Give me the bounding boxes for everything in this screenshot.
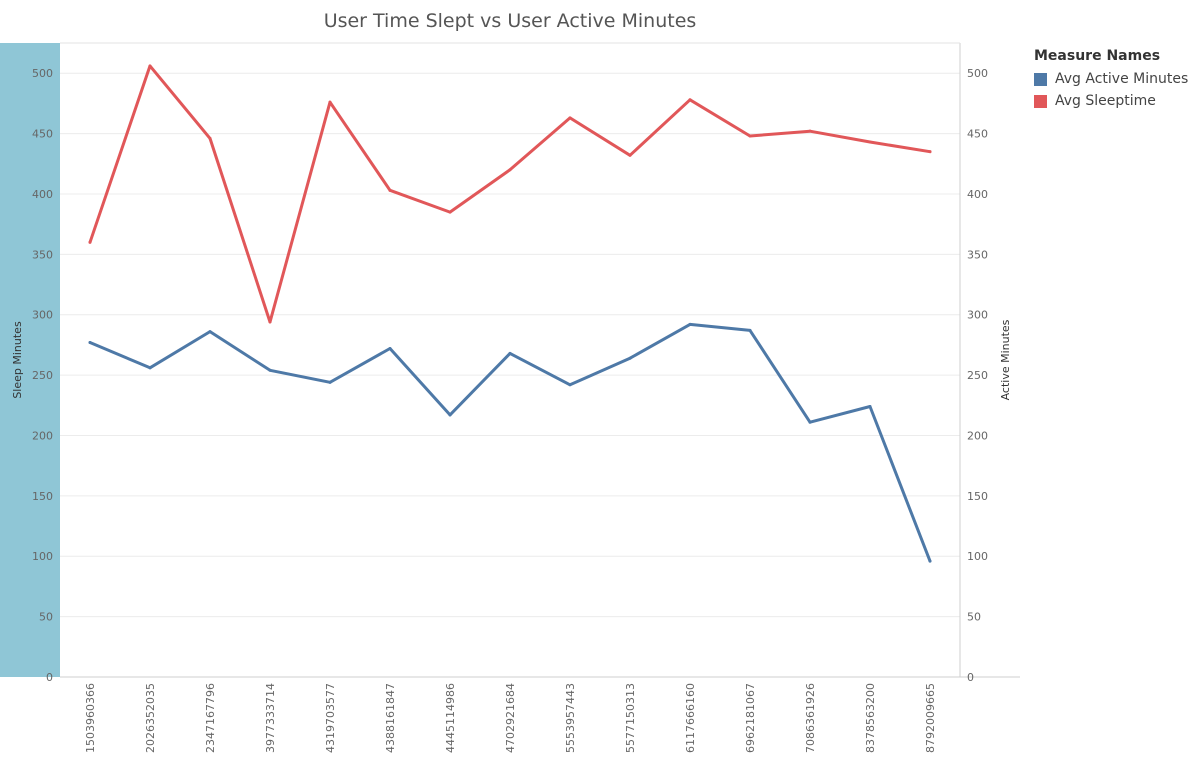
data-point-avg-active-minutes: [748, 328, 752, 332]
y-left-tick-label: 0: [46, 671, 53, 684]
data-point-avg-sleeptime: [328, 100, 332, 104]
x-tick-label: 6962181067: [744, 683, 757, 753]
data-point-avg-active-minutes: [928, 559, 932, 563]
y-left-axis-title: Sleep Minutes: [11, 321, 24, 399]
data-point-avg-sleeptime: [88, 240, 92, 244]
y-right-tick-label: 500: [967, 67, 988, 80]
right-axis-ticks: 0 50 100 150 200 250 300 350 400 450 500: [967, 67, 988, 684]
legend-label-sleeptime: Avg Sleeptime: [1055, 93, 1156, 109]
y-right-tick-label: 200: [967, 429, 988, 442]
data-point-avg-sleeptime: [568, 116, 572, 120]
x-tick-label: 5577150313: [624, 683, 637, 753]
y-right-tick-label: 0: [967, 671, 974, 684]
data-point-avg-sleeptime: [208, 136, 212, 140]
y-right-axis-title: Active Minutes: [999, 319, 1012, 400]
x-axis-ticks: 1503960366 2026352035 2347167796 3977333714…: [84, 683, 937, 753]
data-point-avg-sleeptime: [808, 129, 812, 133]
legend-swatch-active-minutes: [1034, 72, 1047, 86]
y-left-tick-label: 450: [32, 128, 53, 141]
x-tick-label: 4445114986: [444, 683, 457, 753]
x-tick-label: 7086361926: [804, 683, 817, 753]
data-point-avg-sleeptime: [628, 153, 632, 157]
data-point-avg-active-minutes: [508, 351, 512, 355]
legend-title: Measure Names: [1034, 48, 1161, 64]
grid: [60, 72, 960, 618]
data-point-avg-active-minutes: [448, 413, 452, 417]
y-right-tick-label: 50: [967, 611, 981, 624]
x-tick-label: 1503960366: [84, 683, 97, 753]
data-point-avg-sleeptime: [448, 210, 452, 214]
y-right-tick-label: 250: [967, 369, 988, 382]
y-left-tick-label: 50: [39, 611, 53, 624]
data-point-avg-sleeptime: [748, 134, 752, 138]
x-tick-label: 4388161847: [384, 683, 397, 753]
y-left-tick-label: 200: [32, 429, 53, 442]
x-tick-label: 4319703577: [324, 683, 337, 753]
y-left-tick-label: 100: [32, 550, 53, 563]
data-point-avg-active-minutes: [268, 368, 272, 372]
data-point-avg-sleeptime: [388, 188, 392, 192]
y-left-tick-label: 250: [32, 369, 53, 382]
data-point-avg-active-minutes: [628, 356, 632, 360]
x-tick-label: 4702921684: [504, 683, 517, 753]
legend: Measure Names Avg Active Minutes Avg Sle…: [1034, 48, 1188, 112]
data-point-avg-active-minutes: [688, 322, 692, 326]
x-tick-label: 5553957443: [564, 683, 577, 753]
data-point-avg-active-minutes: [808, 420, 812, 424]
y-right-tick-label: 150: [967, 490, 988, 503]
y-right-tick-label: 450: [967, 128, 988, 141]
x-tick-label: 2026352035: [144, 683, 157, 753]
y-right-tick-label: 350: [967, 248, 988, 261]
legend-swatch-sleeptime: [1034, 94, 1047, 108]
y-right-tick-label: 400: [967, 188, 988, 201]
data-point-avg-active-minutes: [148, 366, 152, 370]
y-right-tick-label: 100: [967, 550, 988, 563]
data-point-avg-sleeptime: [868, 140, 872, 144]
data-point-avg-sleeptime: [928, 150, 932, 154]
data-point-avg-active-minutes: [868, 404, 872, 408]
y-left-tick-label: 350: [32, 248, 53, 261]
left-axis-band: [0, 43, 60, 677]
data-point-avg-sleeptime: [508, 168, 512, 172]
left-axis-ticks: 0 50 100 150 200 250 300 350 400 450 500: [32, 67, 53, 684]
x-tick-label: 6117666160: [684, 683, 697, 753]
y-left-tick-label: 150: [32, 490, 53, 503]
y-right-tick-label: 300: [967, 309, 988, 322]
data-point-avg-active-minutes: [388, 347, 392, 351]
data-point-avg-active-minutes: [208, 330, 212, 334]
data-point-avg-sleeptime: [148, 64, 152, 68]
y-left-tick-label: 300: [32, 309, 53, 322]
series-line-avg-active-minutes: [88, 322, 932, 563]
data-point-avg-sleeptime: [268, 320, 272, 324]
y-left-tick-label: 400: [32, 188, 53, 201]
legend-label-active-minutes: Avg Active Minutes: [1055, 71, 1189, 87]
x-tick-label: 8792009665: [924, 683, 937, 753]
y-left-tick-label: 500: [32, 67, 53, 80]
data-point-avg-active-minutes: [568, 383, 572, 387]
x-tick-label: 8378563200: [864, 683, 877, 753]
legend-item-active-minutes[interactable]: Avg Active Minutes: [1034, 68, 1188, 90]
data-point-avg-sleeptime: [688, 98, 692, 102]
legend-item-sleeptime[interactable]: Avg Sleeptime: [1034, 90, 1188, 112]
chart-title: User Time Slept vs User Active Minutes: [324, 10, 697, 32]
x-tick-label: 3977333714: [264, 683, 277, 753]
series-lines: [88, 64, 932, 563]
x-tick-label: 2347167796: [204, 683, 217, 753]
data-point-avg-active-minutes: [88, 340, 92, 344]
data-point-avg-active-minutes: [328, 380, 332, 384]
